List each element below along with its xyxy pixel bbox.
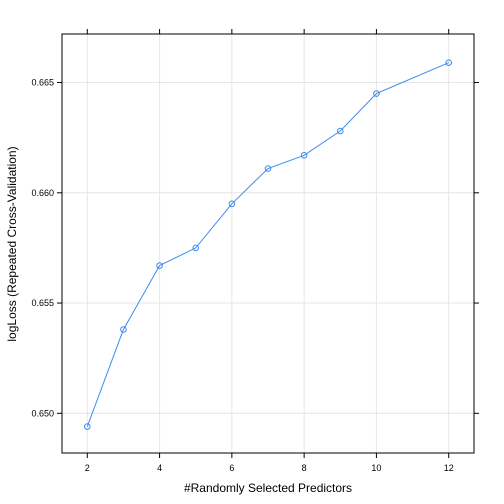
x-tick-label: 12 <box>444 463 454 473</box>
data-point <box>264 165 272 172</box>
data-point <box>83 423 91 430</box>
data-point <box>228 200 236 208</box>
y-tick-label: 0.650 <box>31 408 54 418</box>
y-tick-label: 0.655 <box>31 298 54 308</box>
y-tick-label: 0.665 <box>31 78 54 88</box>
data-point <box>445 59 453 66</box>
axis-ticks: 2 4 6 8 10 12 0.650 0.655 0.660 0.665 <box>31 29 479 473</box>
x-tick-label: 2 <box>85 463 90 473</box>
x-axis-title: #Randomly Selected Predictors <box>184 481 352 495</box>
plot-frame <box>61 33 475 454</box>
series-line <box>86 62 449 427</box>
data-point <box>192 244 200 252</box>
grid <box>62 34 474 453</box>
series-layer <box>83 59 453 430</box>
data-point <box>336 127 344 135</box>
data-point <box>156 262 163 269</box>
data-point <box>120 326 127 333</box>
y-tick-label: 0.660 <box>31 188 54 198</box>
x-tick-label: 6 <box>229 463 234 473</box>
x-tick-label: 10 <box>371 463 381 473</box>
data-point <box>300 151 308 159</box>
y-axis-title: logLoss (Repeated Cross-Validation) <box>5 146 19 341</box>
x-tick-label: 4 <box>157 463 162 473</box>
x-tick-label: 8 <box>302 463 307 473</box>
data-point <box>373 90 380 97</box>
